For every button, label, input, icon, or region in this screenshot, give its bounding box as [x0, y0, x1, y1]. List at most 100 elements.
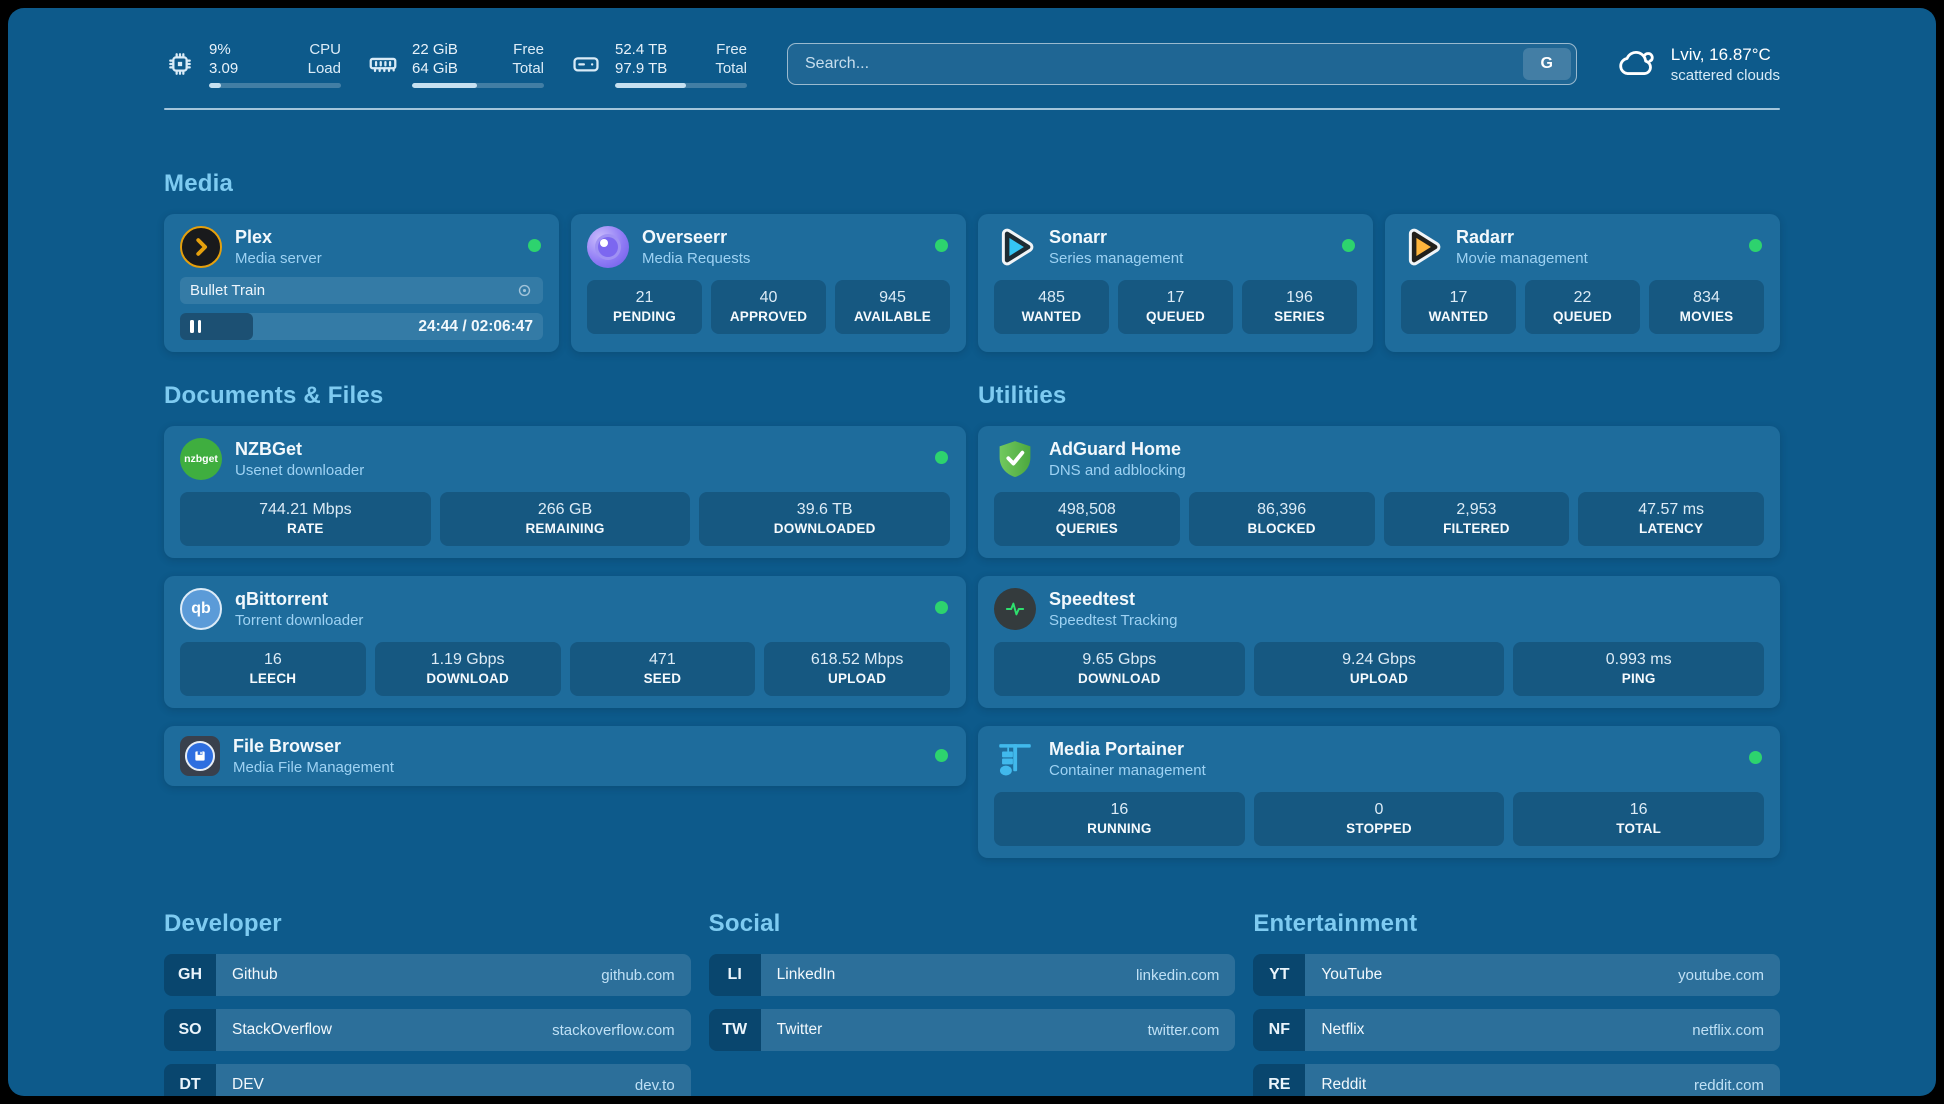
service-title: Radarr [1456, 227, 1515, 247]
filebrowser-logo-icon [180, 736, 220, 776]
service-card-sonarr[interactable]: Sonarr Series management 485 WANTED 17 Q… [978, 214, 1373, 352]
service-card-portainer[interactable]: Media Portainer Container management 16 … [978, 726, 1780, 858]
section-title-social: Social [708, 910, 781, 937]
bookmark-abbr: DT [164, 1064, 216, 1096]
bookmark-name: Github [232, 966, 278, 983]
section-title-entertainment: Entertainment [1253, 910, 1418, 937]
bookmark-netflix[interactable]: NF Netflix netflix.com [1253, 1009, 1780, 1051]
section-title-utilities: Utilities [978, 382, 1067, 409]
pause-button[interactable] [190, 320, 201, 333]
dashboard: 9% 3.09 CPU Load [8, 8, 1936, 1096]
service-card-adguard[interactable]: AdGuard Home DNS and adblocking 498,508 … [978, 426, 1780, 558]
bookmark-github[interactable]: GH Github github.com [164, 954, 691, 996]
service-card-speedtest[interactable]: Speedtest Speedtest Tracking 9.65 Gbps D… [978, 576, 1780, 708]
bookmark-dev[interactable]: DT DEV dev.to [164, 1064, 691, 1096]
bookmark-name: StackOverflow [232, 1021, 332, 1038]
bookmark-name: DEV [232, 1076, 264, 1093]
service-card-qbittorrent[interactable]: qb qBittorrent Torrent downloader 16 LEE… [164, 576, 966, 708]
bookmark-url: stackoverflow.com [552, 1021, 675, 1039]
stat-box-filtered: 2,953 FILTERED [1383, 492, 1570, 546]
topbar-divider [164, 108, 1780, 110]
playback-time: 24:44 / 02:06:47 [418, 317, 533, 335]
stat-box-download: 1.19 Gbps DOWNLOAD [374, 642, 561, 696]
stat-box-available: 945 AVAILABLE [835, 280, 950, 334]
status-dot [1749, 239, 1762, 252]
stat-box-series: 196 SERIES [1242, 280, 1357, 334]
bookmark-url: netflix.com [1692, 1021, 1764, 1039]
service-card-filebrowser[interactable]: File Browser Media File Management [164, 726, 966, 786]
section-title-developer: Developer [164, 910, 282, 937]
stat-box-total: 16 TOTAL [1513, 792, 1765, 846]
bookmark-abbr: RE [1253, 1064, 1306, 1096]
stat-box-seed: 471 SEED [569, 642, 756, 696]
memory-progress-bar [412, 83, 544, 88]
bookmark-linkedin[interactable]: LI LinkedIn linkedin.com [708, 954, 1236, 996]
service-title: Speedtest [1049, 589, 1136, 609]
bookmark-name: YouTube [1321, 966, 1383, 983]
bookmark-name: LinkedIn [776, 966, 836, 983]
stat-box-queued: 22 QUEUED [1525, 280, 1640, 334]
sonarr-logo-icon [994, 226, 1036, 268]
service-subtitle: Torrent downloader [235, 612, 364, 629]
stat-box-leech: 16 LEECH [180, 642, 366, 696]
nzbget-logo-icon: nzbget [180, 438, 222, 480]
bookmark-twitter[interactable]: TW Twitter twitter.com [708, 1009, 1236, 1051]
service-card-nzbget[interactable]: nzbget NZBGet Usenet downloader 744.21 M… [164, 426, 966, 558]
stat-box-ping: 0.993 ms PING [1513, 642, 1765, 696]
service-title: AdGuard Home [1049, 439, 1182, 459]
service-title: NZBGet [235, 439, 302, 459]
top-bar: 9% 3.09 CPU Load [164, 8, 1780, 88]
stat-box-upload: 618.52 Mbps UPLOAD [764, 642, 950, 696]
session-settings-icon[interactable] [516, 282, 533, 299]
bookmark-abbr: LI [708, 954, 761, 996]
search-provider-button[interactable]: G [1522, 48, 1571, 80]
service-subtitle: Media Requests [642, 250, 751, 267]
stat-box-downloaded: 39.6 TB DOWNLOADED [699, 492, 951, 546]
search-bar[interactable]: G [787, 43, 1577, 85]
disk-labels: Free Total [715, 41, 747, 77]
disk-icon [570, 48, 602, 80]
weather-condition: scattered clouds [1670, 66, 1780, 84]
cpu-labels: CPU Load [307, 41, 341, 77]
now-playing-row: Bullet Train [180, 277, 543, 304]
bookmark-name: Twitter [776, 1021, 823, 1038]
service-title: File Browser [233, 736, 342, 756]
status-dot [935, 749, 948, 762]
service-card-plex[interactable]: Plex Media server Bullet Train [164, 214, 559, 352]
memory-labels: Free Total [512, 41, 544, 77]
plex-logo-icon [180, 226, 222, 268]
bookmark-abbr: YT [1253, 954, 1306, 996]
memory-values: 22 GiB 64 GiB [412, 41, 458, 77]
bookmark-abbr: SO [164, 1009, 216, 1051]
service-subtitle: Container management [1049, 762, 1206, 779]
bookmark-group-social: Social LI LinkedIn linkedin.com TW Twitt… [708, 910, 1236, 1096]
bookmark-name: Reddit [1321, 1076, 1367, 1093]
service-subtitle: Movie management [1456, 250, 1588, 267]
bookmark-abbr: NF [1253, 1009, 1306, 1051]
bookmark-url: youtube.com [1678, 966, 1764, 984]
stat-box-wanted: 485 WANTED [994, 280, 1109, 334]
service-title: Overseerr [642, 227, 728, 247]
cpu-stat-widget: 9% 3.09 CPU Load [164, 40, 341, 88]
stat-box-latency: 47.57 ms LATENCY [1578, 492, 1764, 546]
stat-box-queries: 498,508 QUERIES [994, 492, 1180, 546]
status-dot [935, 239, 948, 252]
bookmark-url: twitter.com [1147, 1021, 1220, 1039]
search-input[interactable] [803, 54, 1523, 74]
disk-progress-bar [615, 83, 747, 88]
memory-stat-widget: 22 GiB 64 GiB Free Total [367, 40, 544, 88]
disk-values: 52.4 TB 97.9 TB [615, 41, 668, 77]
bookmark-youtube[interactable]: YT YouTube youtube.com [1253, 954, 1780, 996]
bookmark-abbr: GH [164, 954, 216, 996]
status-dot [1749, 751, 1762, 764]
playback-progress-row: 24:44 / 02:06:47 [180, 313, 543, 340]
service-card-radarr[interactable]: Radarr Movie management 17 WANTED 22 QUE… [1385, 214, 1780, 352]
adguard-logo-icon [994, 438, 1036, 480]
bookmark-stackoverflow[interactable]: SO StackOverflow stackoverflow.com [164, 1009, 691, 1051]
bookmark-reddit[interactable]: RE Reddit reddit.com [1253, 1064, 1780, 1096]
stat-box-pending: 21 PENDING [587, 280, 702, 334]
portainer-logo-icon [994, 738, 1036, 780]
stat-box-running: 16 RUNNING [994, 792, 1245, 846]
service-card-overseerr[interactable]: Overseerr Media Requests 21 PENDING 40 A… [571, 214, 966, 352]
section-title-media: Media [164, 170, 234, 197]
